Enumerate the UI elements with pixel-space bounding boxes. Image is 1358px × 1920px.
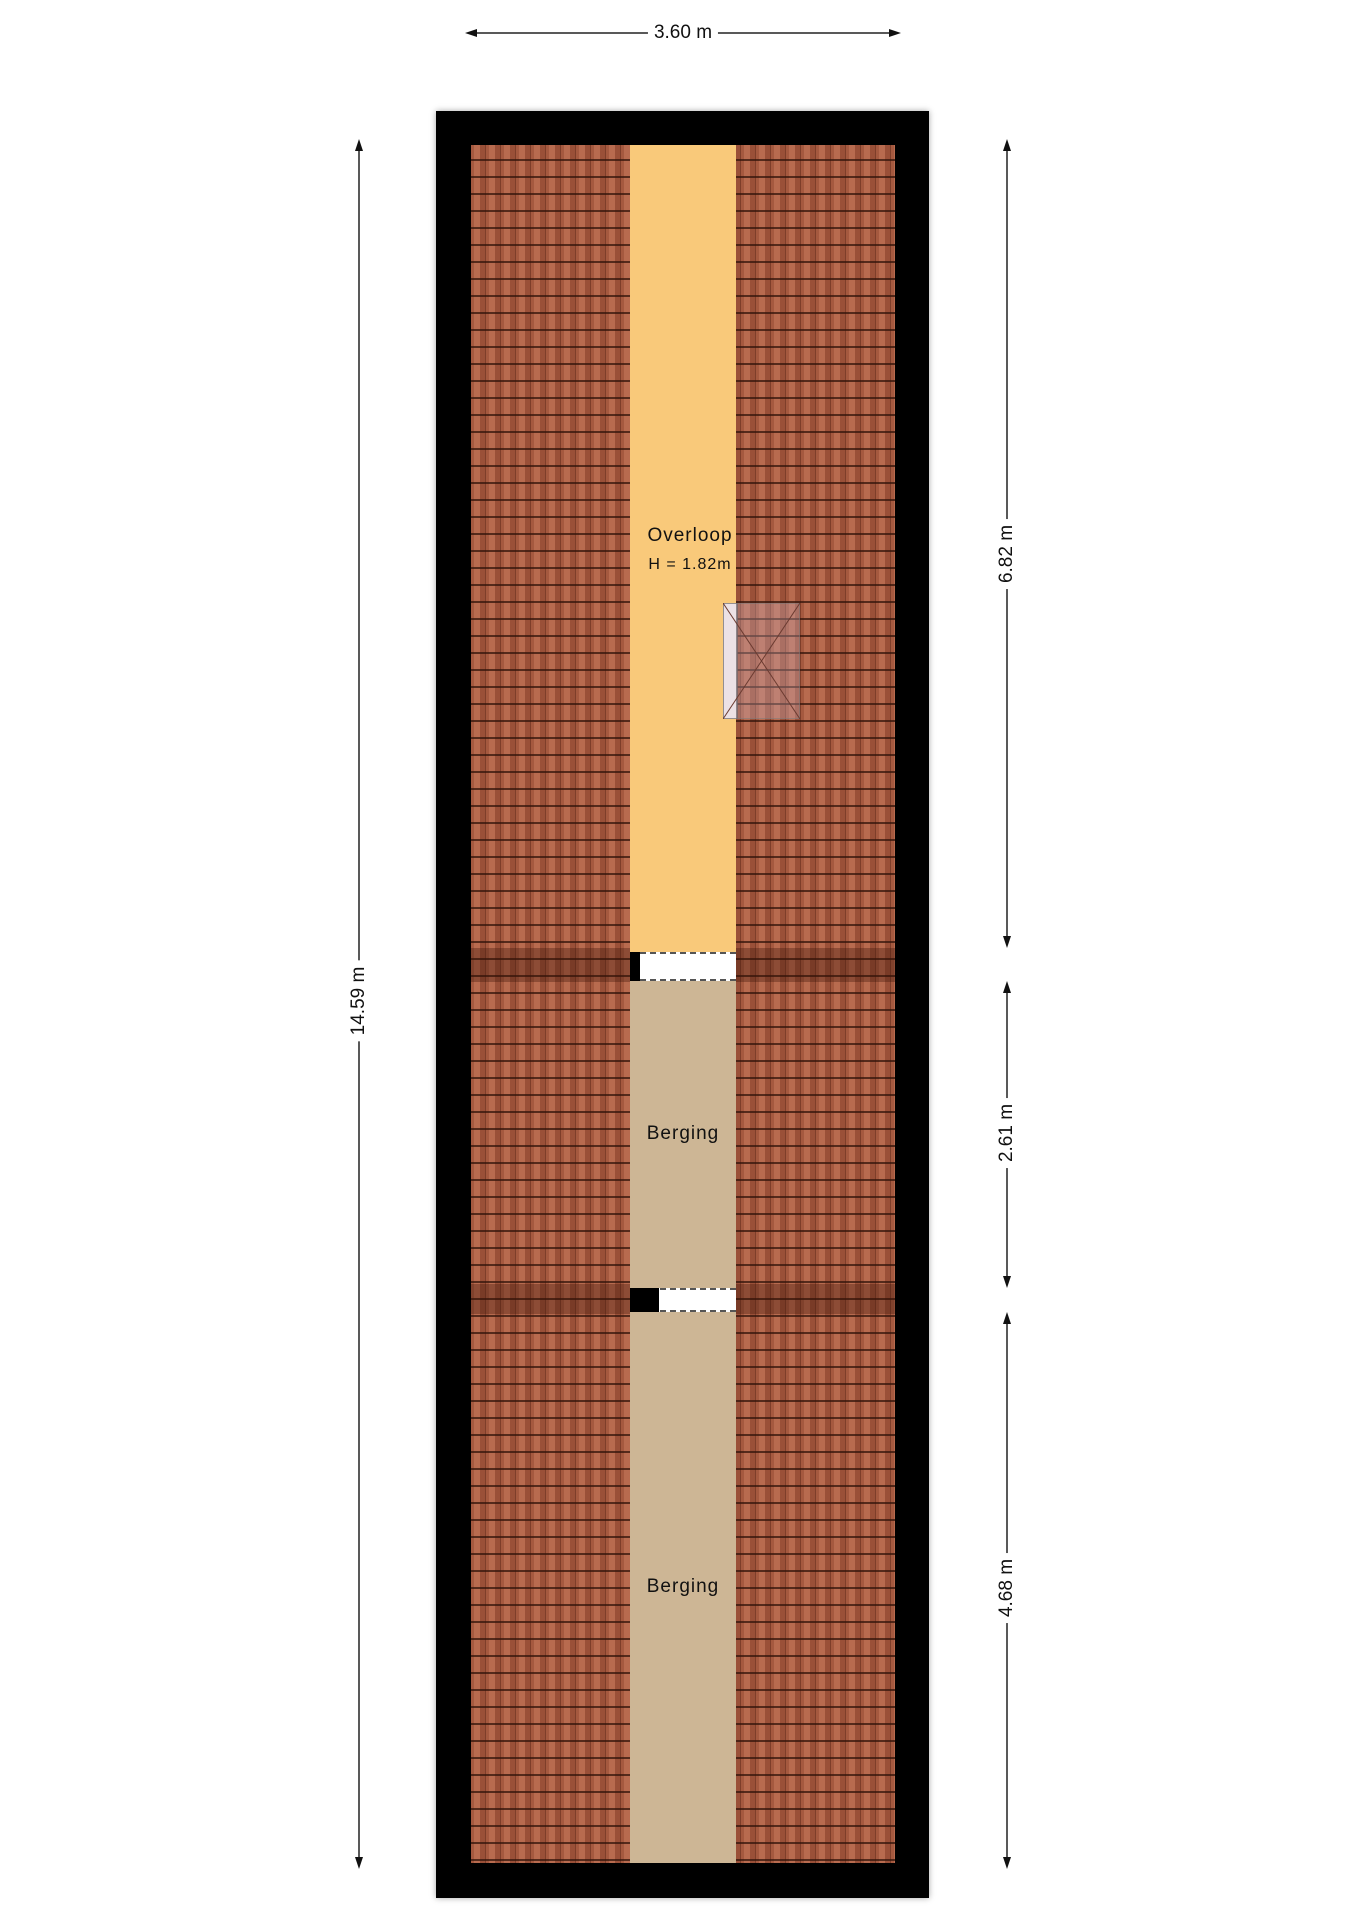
room-label-berging-1: Berging <box>646 1123 720 1144</box>
dimension-total-height-label: 14.59 m <box>348 960 370 1042</box>
room-berging-1 <box>630 981 736 1288</box>
door-jamb <box>630 952 640 981</box>
room-label-berging-2: Berging <box>646 1576 720 1597</box>
room-berging-2 <box>630 1312 736 1863</box>
door-opening <box>630 952 736 981</box>
room-label-overloop: Overloop <box>647 525 733 546</box>
dimension-berging-2-label: 4.68 m <box>996 1552 1018 1624</box>
dimension-berging-1-label: 2.61 m <box>996 1097 1018 1169</box>
dimension-width-label: 3.60 m <box>647 22 719 44</box>
room-height-overloop: H = 1.82m <box>648 556 732 573</box>
skylight-window <box>723 603 800 719</box>
door-jamb <box>630 1288 659 1312</box>
dimension-overloop-label: 6.82 m <box>996 518 1018 590</box>
room-overloop <box>630 145 736 952</box>
